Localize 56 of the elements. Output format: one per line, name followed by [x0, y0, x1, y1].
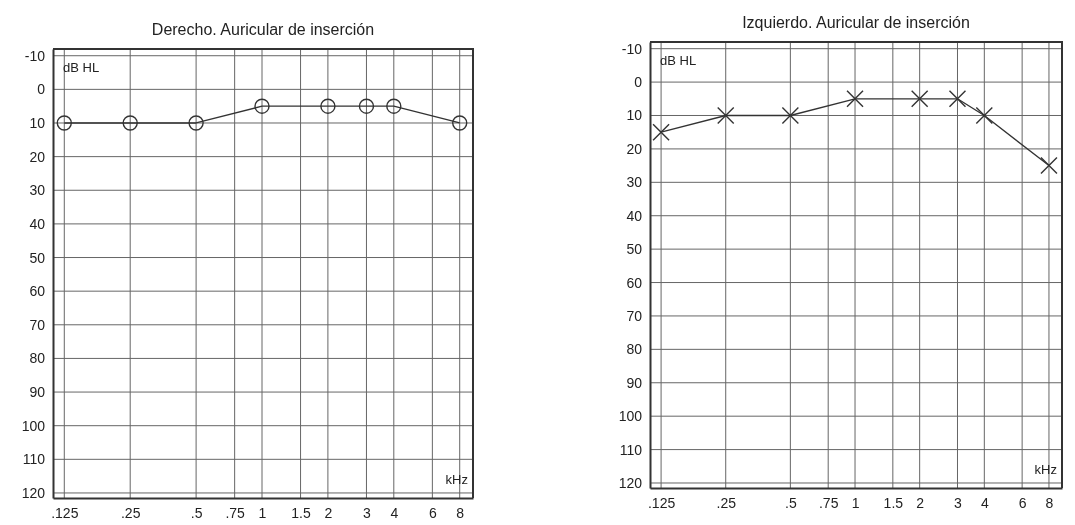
- x-tick-label: 8: [456, 504, 465, 521]
- x-tick-label: .25: [120, 504, 141, 521]
- y-tick-label: 80: [626, 341, 643, 358]
- y-tick-label: 60: [626, 274, 643, 291]
- y-axis-title: dB HL: [660, 53, 697, 68]
- x-tick-label: .125: [51, 504, 79, 521]
- y-tick-label: 10: [29, 114, 46, 131]
- y-tick-label: 100: [618, 408, 643, 425]
- chart-title: Izquierdo. Auricular de inserción: [742, 14, 970, 31]
- y-axis-title: dB HL: [63, 60, 100, 75]
- y-tick-label: 100: [21, 417, 46, 434]
- y-tick-label: 90: [626, 374, 643, 391]
- x-tick-label: 1.5: [883, 494, 904, 511]
- x-tick-label: .125: [647, 494, 676, 511]
- y-tick-label: 110: [619, 441, 643, 458]
- y-tick-label: 90: [29, 384, 46, 401]
- y-tick-label: -10: [24, 47, 46, 64]
- x-tick-label: .5: [190, 504, 203, 521]
- y-tick-label: 80: [29, 350, 46, 367]
- y-tick-label: 30: [626, 174, 643, 191]
- x-tick-label: 8: [1045, 494, 1054, 511]
- x-tick-label: .5: [785, 494, 797, 511]
- y-tick-label: 50: [626, 241, 643, 258]
- x-tick-label: .75: [225, 504, 246, 521]
- y-tick-label: 120: [618, 474, 643, 491]
- x-tick-label: 6: [428, 504, 437, 521]
- y-tick-label: 20: [626, 140, 643, 157]
- y-tick-label: 40: [626, 207, 643, 224]
- x-tick-label: 4: [980, 494, 989, 511]
- x-tick-label: 2: [916, 494, 925, 511]
- y-tick-label: 40: [29, 215, 46, 232]
- y-tick-label: 70: [29, 316, 46, 333]
- y-tick-label: 0: [634, 74, 643, 91]
- x-tick-label: 1.5: [291, 504, 311, 521]
- x-axis-title: kHz: [1034, 462, 1057, 477]
- y-tick-label: 60: [29, 283, 46, 300]
- x-tick-label: 3: [363, 504, 372, 521]
- y-tick-label: 20: [29, 148, 46, 165]
- x-tick-label: .25: [716, 494, 737, 511]
- y-tick-label: 10: [626, 107, 643, 124]
- x-tick-label: 2: [324, 504, 333, 521]
- y-tick-label: 110: [22, 451, 46, 468]
- x-tick-label: 3: [954, 494, 963, 511]
- y-tick-label: 0: [37, 81, 46, 98]
- y-tick-label: 120: [21, 484, 46, 501]
- y-tick-label: -10: [621, 40, 643, 57]
- y-tick-label: 30: [29, 182, 46, 199]
- y-tick-label: 70: [626, 307, 643, 324]
- x-tick-label: .75: [818, 494, 839, 511]
- x-tick-label: 1: [851, 494, 860, 511]
- x-tick-label: 4: [390, 504, 399, 521]
- chart-title: Derecho. Auricular de inserción: [151, 21, 375, 38]
- x-axis-title: kHz: [445, 472, 468, 487]
- y-tick-label: 50: [29, 249, 46, 266]
- x-tick-label: 6: [1018, 494, 1027, 511]
- x-tick-label: 1: [258, 504, 267, 521]
